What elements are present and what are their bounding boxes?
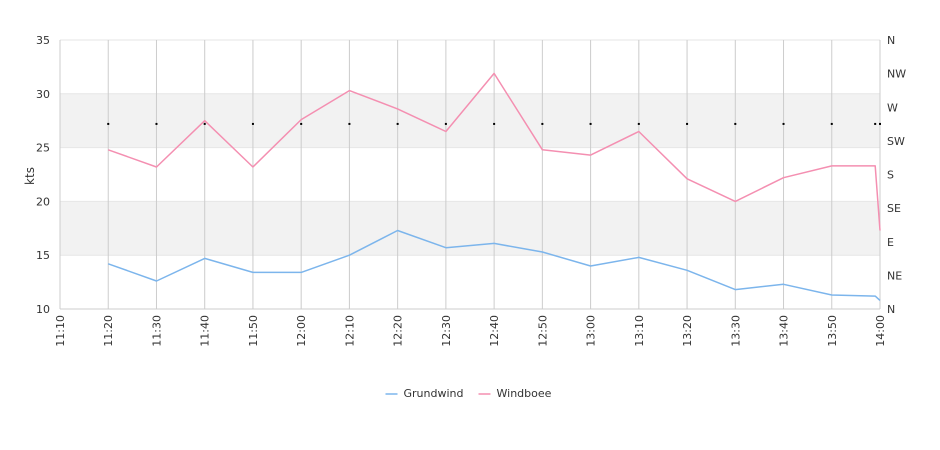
direction-marker — [541, 122, 544, 125]
y-tick-label: 25 — [36, 142, 50, 155]
direction-tick-label: W — [887, 101, 898, 114]
direction-marker — [396, 122, 399, 125]
x-tick-label: 11:20 — [102, 315, 115, 347]
direction-tick-label: NE — [887, 269, 902, 282]
direction-marker — [830, 122, 833, 125]
direction-marker — [589, 122, 592, 125]
legend-label: Windboee — [497, 387, 552, 400]
series — [107, 72, 881, 301]
direction-markers — [107, 122, 881, 125]
direction-marker — [637, 122, 640, 125]
y-tick-label: 35 — [36, 34, 50, 47]
series-line-windboee — [107, 72, 881, 231]
x-tick-label: 13:20 — [681, 315, 694, 347]
y-tick-label: 20 — [36, 195, 50, 208]
direction-axis: N NE E SE S SW W NW N — [887, 34, 906, 316]
direction-tick-label: NW — [887, 68, 906, 81]
direction-marker — [686, 122, 689, 125]
legend-item-grundwind[interactable]: Grundwind — [385, 387, 464, 400]
x-tick-label: 11:50 — [247, 315, 260, 347]
x-tick-label: 12:30 — [440, 315, 453, 347]
direction-tick-label: N — [887, 34, 895, 47]
x-tick-label: 13:50 — [826, 315, 839, 347]
direction-tick-label: S — [887, 169, 894, 182]
direction-marker — [734, 122, 737, 125]
direction-marker — [444, 122, 447, 125]
x-tick-label: 13:10 — [633, 315, 646, 347]
x-tick-label: 11:40 — [199, 315, 212, 347]
x-tick-label: 13:00 — [585, 315, 598, 347]
x-tick-label: 11:10 — [54, 315, 67, 347]
x-tick-label: 12:40 — [488, 315, 501, 347]
grid — [59, 39, 881, 310]
legend-item-windboee[interactable]: Windboee — [478, 387, 552, 400]
x-tick-label: 12:20 — [392, 315, 405, 347]
direction-marker — [155, 122, 158, 125]
direction-marker — [782, 122, 785, 125]
direction-tick-label: SW — [887, 135, 905, 148]
direction-tick-label: SE — [887, 202, 901, 215]
y-axis: 10 15 20 25 30 35 — [36, 34, 50, 316]
direction-tick-label: E — [887, 236, 894, 249]
direction-marker — [203, 122, 206, 125]
legend[interactable]: Grundwind Windboee — [385, 387, 552, 400]
y-tick-label: 30 — [36, 88, 50, 101]
x-tick-label: 12:00 — [295, 315, 308, 347]
y-tick-label: 10 — [36, 303, 50, 316]
legend-label: Grundwind — [404, 387, 464, 400]
direction-tick-label: N — [887, 303, 895, 316]
x-tick-label: 13:40 — [778, 315, 791, 347]
direction-marker — [251, 122, 254, 125]
x-tick-label: 13:30 — [729, 315, 742, 347]
direction-marker — [874, 122, 877, 125]
y-axis-label: kts — [23, 167, 37, 185]
x-tick-label: 14:00 — [874, 315, 887, 347]
y-tick-label: 15 — [36, 249, 50, 262]
direction-marker — [348, 122, 351, 125]
direction-marker — [879, 122, 881, 125]
direction-marker — [107, 122, 110, 125]
direction-marker — [493, 122, 496, 125]
x-tick-label: 12:10 — [343, 315, 356, 347]
x-axis: 11:10 11:20 11:30 11:40 11:50 12:00 12:10 12:20… — [54, 315, 887, 347]
plot-bands — [60, 93, 880, 256]
plot-band-0 — [60, 201, 880, 256]
direction-marker — [300, 122, 303, 125]
series-line-grundwind — [107, 229, 881, 301]
x-tick-label: 12:50 — [536, 315, 549, 347]
x-tick-label: 11:30 — [150, 315, 163, 347]
